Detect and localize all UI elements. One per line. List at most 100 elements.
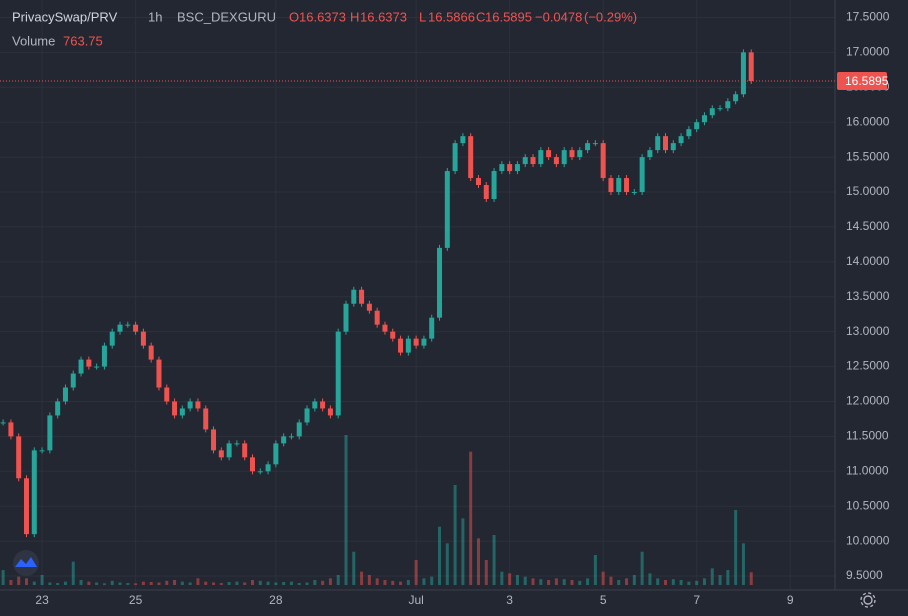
candle-body xyxy=(592,143,598,145)
y-tick-label: 14.0000 xyxy=(846,254,890,268)
candle-body xyxy=(608,178,614,193)
volume-bar xyxy=(453,485,457,585)
candle-body xyxy=(296,422,302,437)
y-tick-label: 10.0000 xyxy=(846,533,890,547)
volume-bar xyxy=(227,582,231,585)
y-tick-label: 13.0000 xyxy=(846,324,890,338)
volume-bar xyxy=(391,580,395,585)
candle-body xyxy=(265,464,271,472)
candle-body xyxy=(530,157,536,165)
volume-bar xyxy=(266,581,270,585)
candle-body xyxy=(78,359,84,374)
x-tick-label: 25 xyxy=(129,593,143,607)
low-value: 16.5866 xyxy=(428,9,475,24)
volume-bar xyxy=(625,578,629,585)
candle-body xyxy=(312,401,318,409)
candle-body xyxy=(249,457,255,472)
candle-body xyxy=(701,115,707,123)
change: −0.0478 xyxy=(535,9,582,24)
volume-bar xyxy=(500,571,504,585)
x-tick-label: 3 xyxy=(506,593,513,607)
symbol[interactable]: PrivacySwap/PRV xyxy=(12,9,118,24)
volume-bar xyxy=(250,580,254,585)
change-percent: (−0.29%) xyxy=(584,9,637,24)
volume-bar xyxy=(438,526,442,585)
candle-body xyxy=(374,310,380,325)
volume-bar xyxy=(313,580,317,585)
volume-bar xyxy=(40,575,44,585)
candle-body xyxy=(195,401,201,409)
candle-body xyxy=(647,150,653,158)
candle-body xyxy=(522,157,528,165)
candle-body xyxy=(748,52,754,81)
volume-bar xyxy=(734,510,738,585)
volume-label: Volume xyxy=(12,33,55,48)
candle-body xyxy=(405,338,411,353)
candle-body xyxy=(351,289,357,304)
volume-bar xyxy=(235,581,239,585)
candle-body xyxy=(109,331,115,346)
close-label: C xyxy=(476,9,485,24)
candle-body xyxy=(421,338,427,346)
open-value: 16.6373 xyxy=(299,9,346,24)
volume-bar xyxy=(297,583,301,585)
logo[interactable] xyxy=(13,550,39,576)
volume-bar xyxy=(188,582,192,585)
volume-bar xyxy=(9,580,13,585)
candle-body xyxy=(670,143,676,151)
candle-body xyxy=(62,387,68,402)
candle-body xyxy=(288,436,294,438)
volume-bar xyxy=(508,573,512,585)
candle-body xyxy=(172,401,178,416)
candle-body xyxy=(281,436,287,444)
candle-body xyxy=(468,136,474,179)
volume-bar xyxy=(578,580,582,585)
high-label: H xyxy=(350,9,359,24)
volume-bar xyxy=(406,580,410,585)
volume-bar xyxy=(95,582,99,585)
volume-bar xyxy=(586,578,590,585)
volume-bar xyxy=(289,581,293,585)
volume-bar xyxy=(539,579,543,585)
candle-body xyxy=(117,324,123,332)
candle-body xyxy=(678,136,684,144)
volume-bar xyxy=(422,578,426,585)
volume-bar xyxy=(476,538,480,585)
candle-body xyxy=(577,150,583,158)
candle-body xyxy=(226,443,232,458)
candle-body xyxy=(39,450,45,452)
volume-bar xyxy=(383,580,387,585)
candle-body xyxy=(257,471,263,473)
y-tick-label: 14.5000 xyxy=(846,219,890,233)
volume-bar xyxy=(63,581,67,585)
volume-bar xyxy=(741,543,745,585)
volume-bar xyxy=(399,581,403,585)
volume-bar xyxy=(258,580,262,585)
candle-body xyxy=(655,136,661,151)
volume-bar xyxy=(749,572,753,585)
candle-body xyxy=(725,101,731,109)
volume-bar xyxy=(430,576,434,585)
candle-body xyxy=(452,143,458,172)
volume-bar xyxy=(593,555,597,585)
candle-body xyxy=(8,422,14,437)
candle-body xyxy=(694,122,700,130)
volume-bar xyxy=(367,575,371,585)
volume-bar xyxy=(617,580,621,585)
volume-bar xyxy=(17,576,21,585)
volume-bar xyxy=(1,570,5,585)
candle-body xyxy=(304,408,310,423)
volume-bar xyxy=(149,582,153,585)
y-tick-label: 11.5000 xyxy=(846,429,889,443)
x-tick-label: 9 xyxy=(787,593,794,607)
x-tick-label: 7 xyxy=(693,593,700,607)
interval[interactable]: 1h xyxy=(148,9,162,24)
volume-bar xyxy=(71,561,75,585)
settings-icon[interactable] xyxy=(860,592,876,608)
volume-value: 763.75 xyxy=(63,33,103,48)
candle-body xyxy=(234,443,240,445)
candle-body xyxy=(538,150,544,165)
y-tick-label: 15.0000 xyxy=(846,184,890,198)
candle-body xyxy=(86,359,92,367)
candle-body xyxy=(663,136,669,151)
